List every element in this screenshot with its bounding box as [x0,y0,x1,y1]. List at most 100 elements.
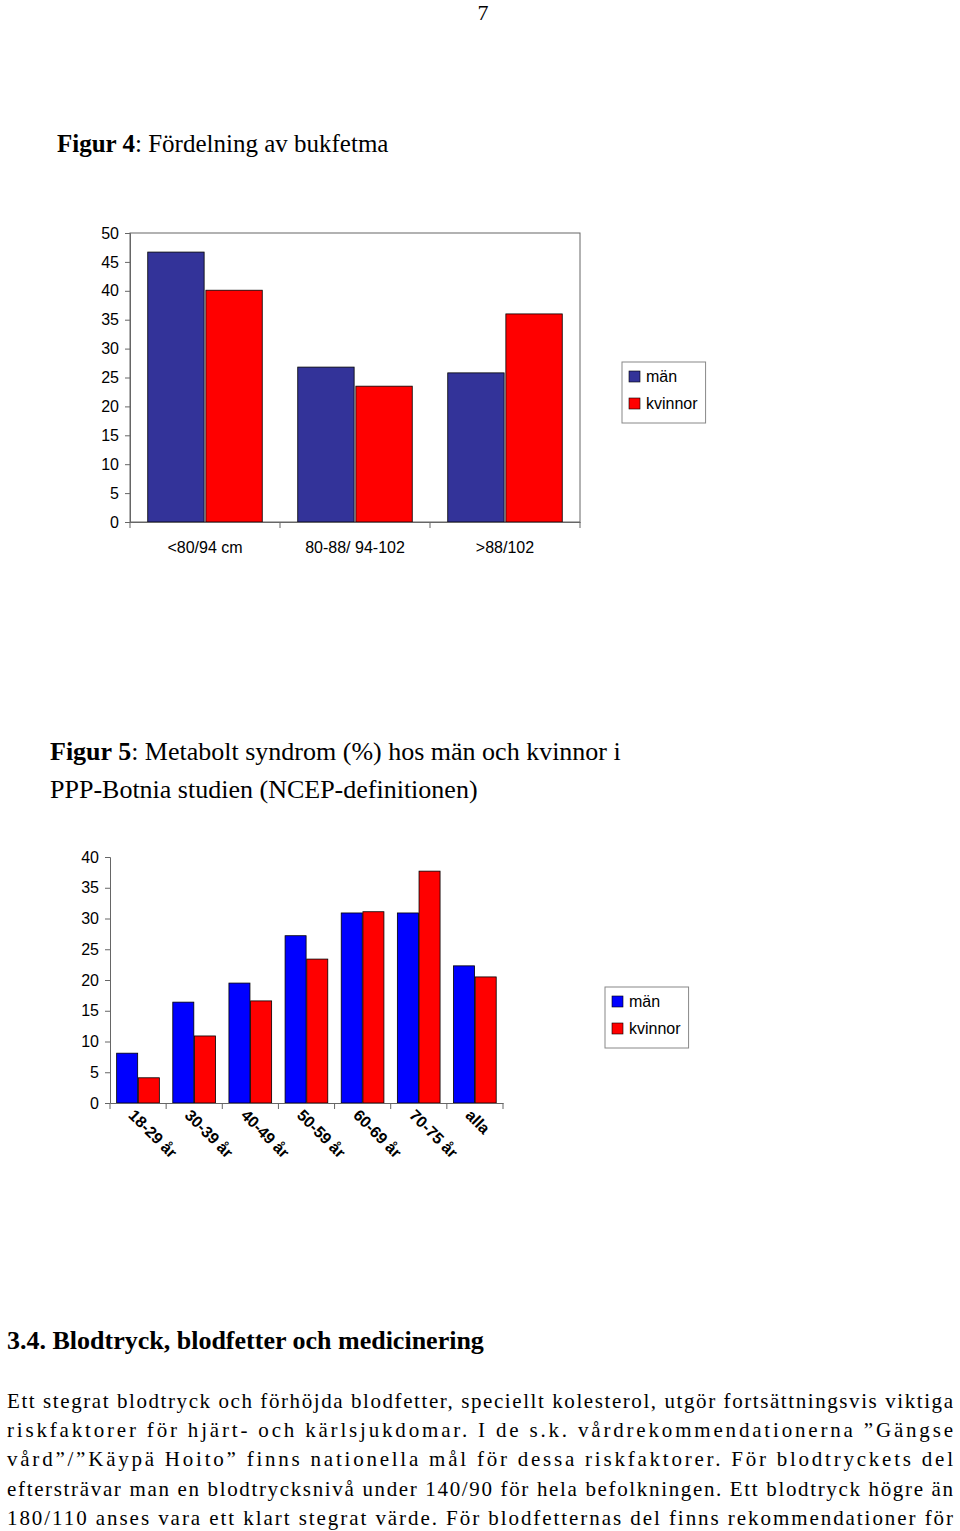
tick-mark [125,435,130,436]
category-separator [222,1103,223,1109]
tick: 20 [81,972,110,989]
tick: 35 [81,879,110,896]
paragraph-line: eftersträvar man en blodtrycksnivå under… [7,1477,953,1501]
tick-mark [105,949,110,950]
tick-label: 30 [101,340,119,357]
tick-mark [105,857,110,858]
tick-mark [125,378,130,379]
tick-label: 15 [81,1002,99,1019]
tick-label: 80-88/ 94-102 [305,539,405,556]
category-separator [110,1103,111,1109]
tick-mark [125,522,130,523]
tick-label: 18-29 år [125,1106,180,1161]
tick-label: 40 [81,849,99,866]
paragraph-line: riskfaktorer för hjärt- och kärlsjukdoma… [7,1418,953,1442]
bar [117,1053,138,1103]
bar [307,959,328,1103]
tick: 0 [90,1095,110,1112]
tick-label: 60-69 år [350,1106,405,1161]
bar [475,977,496,1103]
tick-label: 0 [90,1095,99,1112]
tick-mark [125,493,130,494]
tick: 5 [110,485,130,502]
bars [117,871,497,1103]
tick: 80-88/ 94-102 [305,539,405,556]
bar [448,373,504,522]
tick: 50 [101,225,130,242]
paragraph-line: Ett stegrat blodtryck och förhöjda blodf… [7,1389,954,1413]
tick: 70-75 år [406,1106,461,1161]
tick-mark [105,1042,110,1043]
plot-frame [130,233,580,522]
chart-title: Figur 4: Fördelning av bukfetma [57,130,388,157]
tick-mark [125,233,130,234]
x-axis: <80/94 cm 80-88/ 94-102 >88/102 [130,522,581,556]
legend-swatch [612,1023,623,1034]
chart-title: Figur 5: Metabolt syndrom (%) hos män oc… [50,737,621,766]
tick-label: 50-59 år [294,1106,349,1161]
tick: alla [462,1106,493,1137]
legend-swatch [629,371,640,382]
tick: <80/94 cm [167,539,242,556]
tick: 0 [110,514,130,531]
tick: 60-69 år [350,1106,405,1161]
tick-label: 35 [101,311,119,328]
category-separator [130,522,131,528]
bar [419,871,440,1103]
axis-line [105,858,111,1104]
category-separator [278,1103,279,1109]
tick: 45 [101,254,130,271]
tick-mark [125,262,130,263]
legend-label: kvinnor [646,395,698,412]
tick: 30 [101,340,130,357]
chart: Figur 5: Metabolt syndrom (%) hos män oc… [50,737,689,1161]
category-separator [580,522,581,528]
y-axis: 05101520253035404550 [101,225,130,531]
tick-mark [105,1011,110,1012]
tick: 25 [81,941,110,958]
paragraph-line: vård”/”Käypä Hoito” finns nationella mål… [7,1447,953,1471]
chart: Figur 4: Fördelning av bukfetma051015202… [57,130,706,556]
tick-mark [105,919,110,920]
bar [356,386,412,522]
tick-label: 40-49 år [238,1106,293,1161]
page-number: 7 [478,0,489,25]
legend-swatch [612,996,623,1007]
tick-label: 30 [81,910,99,927]
category-separator [334,1103,335,1109]
bar [173,1002,194,1103]
legend: mänkvinnor [605,987,689,1048]
bar [229,983,250,1103]
section-heading: 3.4. Blodtryck, blodfetter och mediciner… [7,1326,484,1355]
tick-label: 0 [110,514,119,531]
tick: 50-59 år [294,1106,349,1161]
category-separator [166,1103,167,1109]
tick-label: alla [462,1106,493,1137]
legend-box [605,987,689,1048]
bar [298,367,354,522]
category-separator [280,522,281,528]
tick: 30-39 år [182,1106,237,1161]
tick-label: 20 [101,398,119,415]
tick-label: 25 [101,369,119,386]
tick-label: 25 [81,941,99,958]
tick-label: 50 [101,225,119,242]
tick: 40-49 år [238,1106,293,1161]
tick: 18-29 år [125,1106,180,1161]
tick: 10 [101,456,130,473]
tick-label: 70-75 år [406,1106,461,1161]
legend: mänkvinnor [622,362,706,423]
tick: 25 [101,369,130,386]
chart-title: PPP-Botnia studien (NCEP-definitionen) [50,775,478,804]
tick: 35 [101,311,130,328]
axis-line [125,234,131,523]
tick-label: 40 [101,282,119,299]
tick-label: >88/102 [476,539,534,556]
bar [397,913,418,1103]
category-separator [430,522,431,528]
tick: 20 [101,398,130,415]
paragraph-line: 180/110 anses vara ett klart stegrat vär… [7,1506,953,1530]
tick: 15 [81,1002,110,1019]
tick: 30 [81,910,110,927]
tick-label: 5 [90,1064,99,1081]
